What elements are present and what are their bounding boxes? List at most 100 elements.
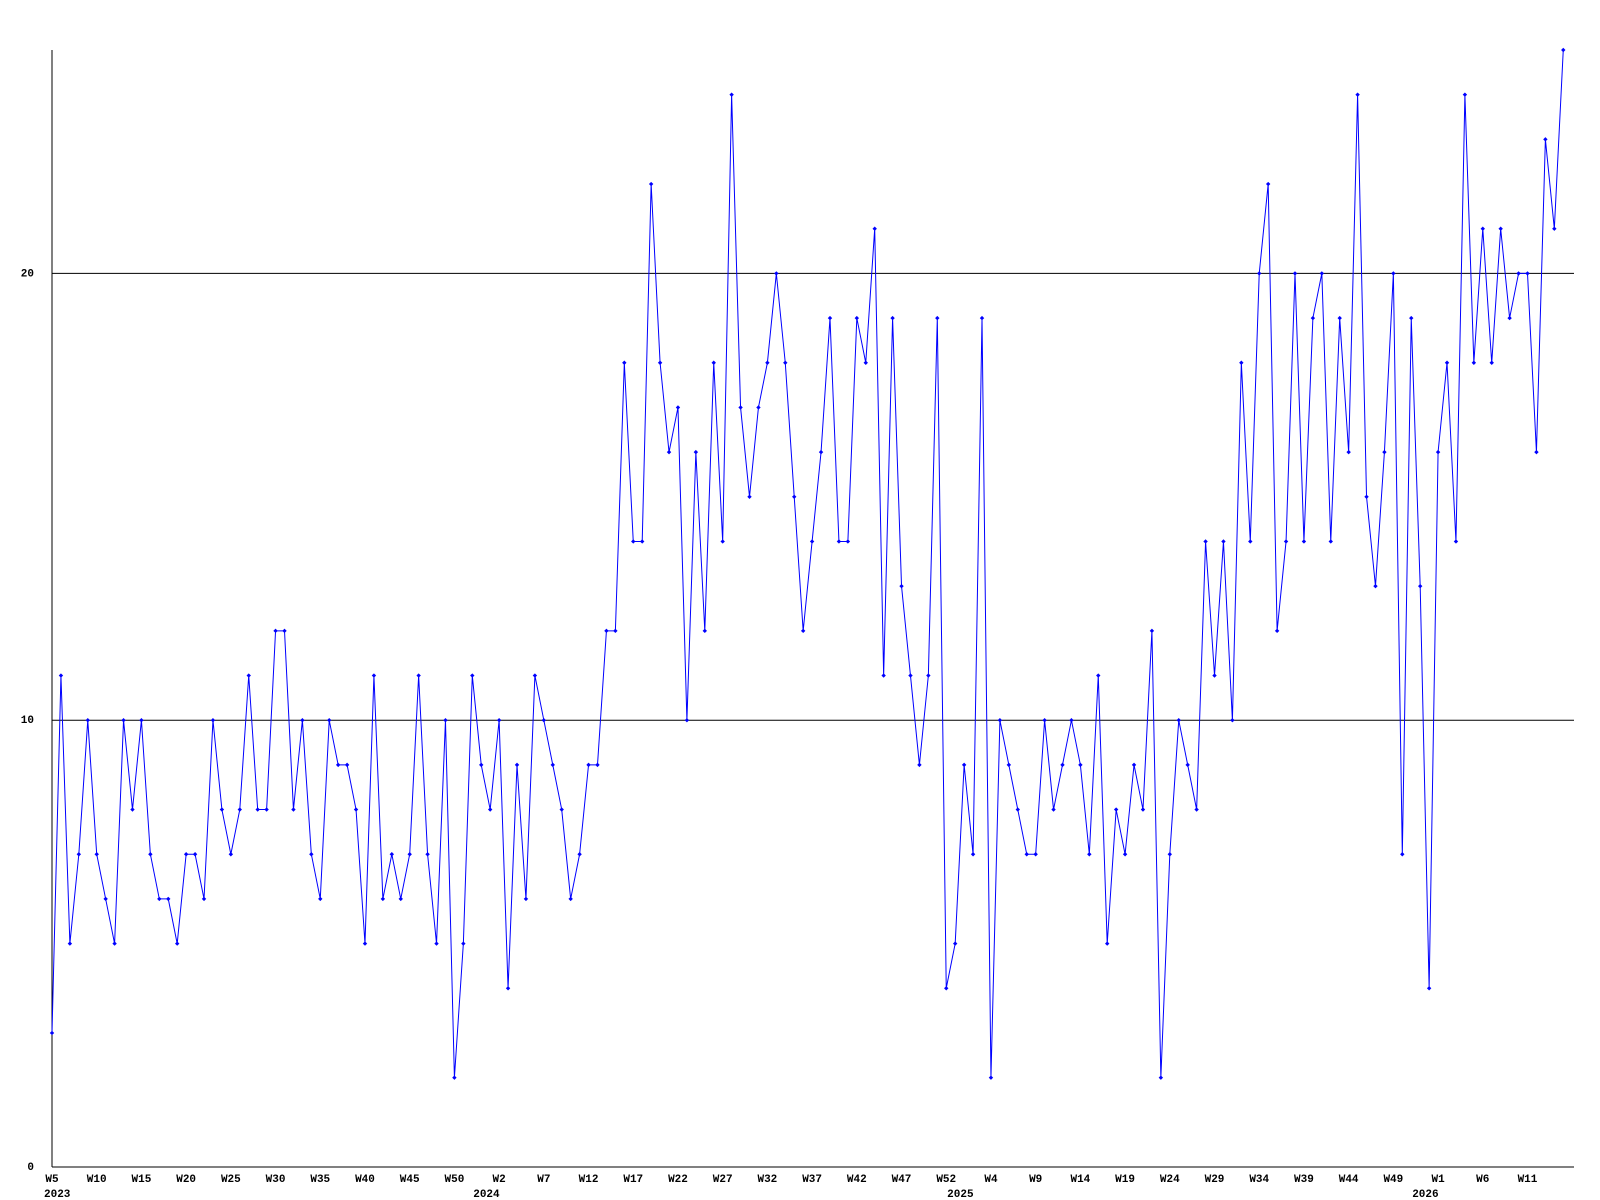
x-tick-label: W2: [493, 1174, 506, 1186]
x-tick-label: W22: [668, 1174, 688, 1186]
x-tick-label: W30: [266, 1174, 286, 1186]
x-tick-label: W11: [1518, 1174, 1538, 1186]
data-point: [1489, 360, 1494, 365]
y-tick-label: 10: [21, 715, 34, 727]
data-point: [130, 807, 135, 812]
x-tick-label: W44: [1339, 1174, 1359, 1186]
data-point: [210, 718, 216, 723]
data-point: [783, 360, 788, 365]
data-point: [809, 539, 815, 544]
data-point: [1087, 852, 1092, 857]
data-point: [1194, 807, 1199, 812]
data-point: [729, 92, 734, 97]
x-tick-label: W37: [802, 1174, 822, 1186]
x-tick-label: W10: [87, 1174, 107, 1186]
x-tick-label: W14: [1070, 1174, 1090, 1186]
data-point: [425, 852, 430, 857]
data-point: [327, 718, 332, 723]
data-point: [237, 807, 242, 812]
data-point: [219, 807, 225, 812]
data-point: [1212, 673, 1217, 678]
data-point: [1426, 986, 1432, 991]
data-point: [157, 896, 162, 902]
x-tick-label: W35: [310, 1174, 330, 1186]
x-tick-label: W25: [221, 1174, 241, 1186]
year-label: 2023: [44, 1189, 71, 1200]
data-point: [1292, 271, 1298, 276]
data-point: [1042, 718, 1047, 723]
x-tick-label: W42: [847, 1174, 867, 1186]
data-point: [1516, 271, 1521, 276]
data-point: [944, 986, 949, 991]
x-tick-label: W47: [892, 1174, 912, 1186]
data-point: [1140, 807, 1146, 812]
data-point: [648, 181, 654, 187]
data-point: [1400, 852, 1405, 857]
data-point: [631, 539, 636, 544]
data-point: [1274, 628, 1280, 634]
x-tick-label: W24: [1160, 1174, 1180, 1186]
data-point: [1417, 583, 1423, 589]
data-point: [1033, 852, 1038, 857]
data-point: [371, 673, 377, 678]
data-point: [997, 718, 1003, 723]
data-point: [479, 762, 484, 768]
data-point: [1283, 539, 1289, 544]
data-point: [1498, 226, 1503, 231]
data-point: [1319, 271, 1325, 276]
data-point: [711, 360, 716, 365]
x-tick-label: W52: [936, 1174, 956, 1186]
x-tick-label: W7: [537, 1174, 550, 1186]
data-point: [1525, 271, 1530, 276]
data-point: [1328, 539, 1333, 544]
data-point: [881, 673, 886, 678]
x-tick-label: W17: [623, 1174, 643, 1186]
data-point: [309, 852, 314, 857]
data-point: [1221, 539, 1226, 544]
data-point: [1409, 315, 1414, 321]
data-point: [94, 852, 99, 857]
data-point: [988, 1075, 994, 1080]
data-point: [550, 762, 555, 768]
data-point: [183, 852, 189, 857]
data-point: [1265, 181, 1271, 187]
data-point: [1239, 360, 1244, 365]
data-point: [335, 762, 341, 768]
data-point: [246, 673, 251, 678]
data-point: [1373, 583, 1378, 589]
data-point: [738, 405, 743, 410]
data-point: [443, 718, 448, 723]
data-point: [1015, 807, 1020, 812]
data-point: [1257, 271, 1262, 276]
data-point: [792, 494, 797, 499]
data-point: [505, 986, 511, 991]
data-point: [487, 807, 493, 812]
data-point: [935, 315, 940, 321]
data-point: [1471, 360, 1477, 365]
data-point: [282, 628, 287, 634]
data-point: [1122, 852, 1128, 857]
year-label: 2025: [947, 1189, 974, 1200]
data-point: [1337, 315, 1342, 321]
data-point: [255, 807, 260, 812]
data-point: [148, 852, 153, 857]
x-tick-label: W19: [1115, 1174, 1135, 1186]
data-point: [362, 941, 368, 946]
data-point: [1158, 1075, 1164, 1080]
data-point: [827, 315, 833, 321]
data-point: [452, 1075, 457, 1080]
data-point: [818, 449, 824, 455]
data-point: [139, 718, 144, 723]
data-point: [166, 896, 171, 902]
data-point: [461, 941, 466, 946]
data-point: [1131, 762, 1137, 768]
data-point: [1105, 941, 1110, 946]
data-point: [854, 315, 860, 321]
data-point: [836, 539, 842, 544]
data-point: [586, 762, 591, 768]
x-tick-label: W34: [1249, 1174, 1269, 1186]
x-tick-label: W6: [1476, 1174, 1489, 1186]
x-tick-label: W40: [355, 1174, 375, 1186]
data-point: [908, 673, 913, 678]
